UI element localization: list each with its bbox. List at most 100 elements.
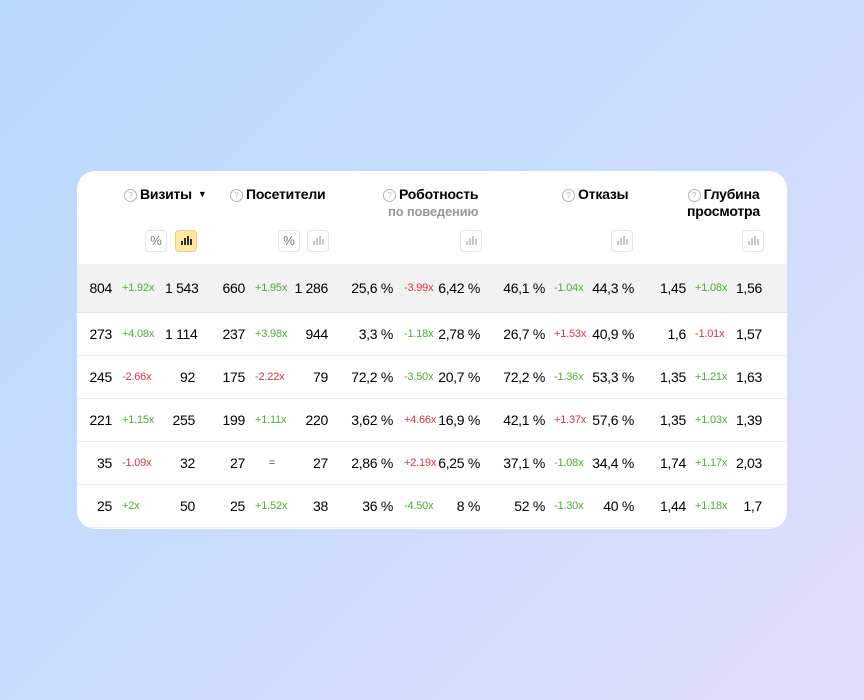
cell-robotness: 3,62 % — [351, 412, 393, 428]
percent-toggle-visits[interactable]: % — [145, 230, 167, 252]
cell-bounces: 26,7 % — [503, 326, 545, 342]
cell-visitors-prev: 79 — [313, 369, 328, 385]
cell-depth: 1,44 — [659, 498, 686, 514]
column-subtitle: по поведению — [388, 204, 479, 219]
cell-visits-prev: 1 114 — [165, 326, 198, 342]
cell-robotness-delta: +4.66x — [404, 414, 437, 426]
cell-visitors: 27 — [230, 455, 245, 471]
cell-robotness: 72,2 % — [351, 369, 393, 385]
bar-chart-icon — [181, 236, 193, 245]
cell-bounces: 52 % — [514, 498, 545, 514]
cell-depth-prev: 2,03 — [735, 455, 762, 471]
cell-bounces: 42,1 % — [503, 412, 545, 428]
chart-toggle-visits[interactable] — [175, 230, 197, 252]
cell-bounces-prev: 40 % — [603, 498, 634, 514]
cell-depth-delta: +1.17x — [695, 457, 728, 469]
chart-toggle-depth[interactable] — [742, 230, 764, 252]
cell-robotness-delta: -3.99x — [404, 282, 434, 294]
cell-visitors-delta: +1.95x — [255, 282, 288, 294]
cell-bounces: 37,1 % — [503, 455, 545, 471]
table-body: 804 +1.92x 1 543 660 +1.95x 1 286 25,6 % -3.99x… — [77, 264, 787, 528]
cell-robotness-delta: -3.50x — [404, 371, 434, 383]
cell-robotness: 36 % — [362, 498, 393, 514]
cell-robotness: 3,3 % — [358, 326, 394, 342]
cell-bounces-prev: 44,3 % — [592, 280, 634, 296]
column-title: Глубина просмотра — [687, 186, 760, 219]
chart-toggle-visitors[interactable] — [307, 230, 329, 252]
cell-visits-delta: -2.66x — [122, 371, 152, 383]
cell-depth-prev: 1,56 — [735, 280, 762, 296]
table-row[interactable]: 35 -1.09x 32 27 = 27 2,86 % +2.19x 6,25 % 37,1 % -… — [77, 442, 787, 485]
table-row[interactable]: 221 +1.15x 255 199 +1.11x 220 3,62 % +4.66x 16,9… — [77, 399, 787, 442]
cell-visits-delta: +1.92x — [122, 282, 155, 294]
cell-visitors: 199 — [222, 412, 246, 428]
bar-chart-icon — [313, 236, 325, 245]
cell-depth-delta: +1.21x — [695, 371, 728, 383]
cell-visits-prev: 32 — [180, 455, 195, 471]
metrics-table-card: ? Визиты ▼ ? Посетители ? Роботность по пове… — [77, 171, 787, 529]
cell-depth: 1,74 — [659, 455, 686, 471]
cell-depth: 1,35 — [659, 369, 686, 385]
help-icon[interactable]: ? — [562, 189, 575, 202]
cell-depth-prev: 1,39 — [735, 412, 762, 428]
cell-visitors-delta: = — [268, 457, 276, 469]
cell-visits-delta: +4.08x — [122, 328, 155, 340]
table-row[interactable]: 245 -2.66x 92 175 -2.22x 79 72,2 % -3.50x 20,7 %… — [77, 356, 787, 399]
cell-depth: 1,6 — [667, 326, 686, 342]
bar-chart-icon — [748, 236, 760, 245]
cell-visits-prev: 255 — [172, 412, 196, 428]
cell-visitors-delta: +1.52x — [255, 500, 288, 512]
table-row[interactable]: 25 +2x 50 25 +1.52x 38 36 % -4.50x 8 % 52 % -1.30x… — [77, 485, 787, 528]
percent-toggle-visitors[interactable]: % — [278, 230, 300, 252]
table-row[interactable]: 273 +4.08x 1 114 237 +3.98x 944 3,3 % -1.18x 2,7… — [77, 313, 787, 356]
column-title: Отказы — [578, 186, 629, 202]
percent-icon: % — [150, 233, 162, 248]
column-title: Роботность — [399, 186, 479, 202]
cell-robotness-prev: 6,25 % — [438, 455, 480, 471]
help-icon[interactable]: ? — [124, 189, 137, 202]
chart-toggle-robotness[interactable] — [460, 230, 482, 252]
cell-visits-prev: 1 543 — [165, 280, 199, 296]
cell-depth-delta: -1.01x — [695, 328, 725, 340]
cell-visits: 25 — [97, 498, 112, 514]
cell-robotness-prev: 6,42 % — [438, 280, 480, 296]
cell-visitors-prev: 944 — [305, 326, 329, 342]
cell-robotness-prev: 8 % — [456, 498, 481, 514]
cell-depth-delta: +1.18x — [695, 500, 728, 512]
cell-bounces: 46,1 % — [503, 280, 545, 296]
sort-desc-icon[interactable]: ▼ — [197, 189, 207, 199]
bar-chart-icon — [466, 236, 478, 245]
cell-bounces-delta: +1.37x — [554, 414, 587, 426]
cell-visitors-delta: +3.98x — [255, 328, 288, 340]
cell-depth-prev: 1,63 — [735, 369, 762, 385]
cell-robotness-delta: -4.50x — [404, 500, 434, 512]
help-icon[interactable]: ? — [383, 189, 396, 202]
table-row[interactable]: 804 +1.92x 1 543 660 +1.95x 1 286 25,6 % -3.99x… — [77, 264, 787, 313]
cell-depth-delta: +1.03x — [695, 414, 728, 426]
cell-visitors-delta: -2.22x — [255, 371, 285, 383]
cell-visits: 35 — [97, 455, 112, 471]
cell-visitors-prev: 27 — [313, 455, 328, 471]
column-header-visits[interactable]: ? Визиты ▼ — [124, 186, 207, 203]
cell-visits-delta: +2x — [122, 500, 140, 512]
cell-visitors-prev: 1 286 — [294, 280, 328, 296]
cell-depth: 1,45 — [659, 280, 686, 296]
cell-depth-delta: +1.08x — [695, 282, 728, 294]
column-header-depth[interactable]: ? Глубина просмотра — [686, 186, 761, 220]
column-header-bounces[interactable]: ? Отказы — [562, 186, 629, 203]
chart-toggle-bounces[interactable] — [611, 230, 633, 252]
column-header-robotness[interactable]: ? Роботность по поведению — [383, 186, 479, 220]
help-icon[interactable]: ? — [230, 189, 243, 202]
cell-visitors-delta: +1.11x — [255, 414, 287, 426]
cell-visitors-prev: 220 — [305, 412, 329, 428]
cell-robotness-delta: +2.19x — [404, 457, 437, 469]
cell-visits-delta: -1.09x — [122, 457, 152, 469]
cell-robotness: 25,6 % — [351, 280, 393, 296]
column-header-visitors[interactable]: ? Посетители — [230, 186, 326, 203]
cell-visits: 804 — [89, 280, 113, 296]
cell-visitors: 175 — [222, 369, 246, 385]
cell-bounces-delta: -1.36x — [554, 371, 584, 383]
cell-bounces-delta: -1.04x — [554, 282, 584, 294]
help-icon[interactable]: ? — [687, 189, 701, 202]
cell-visits-delta: +1.15x — [122, 414, 155, 426]
